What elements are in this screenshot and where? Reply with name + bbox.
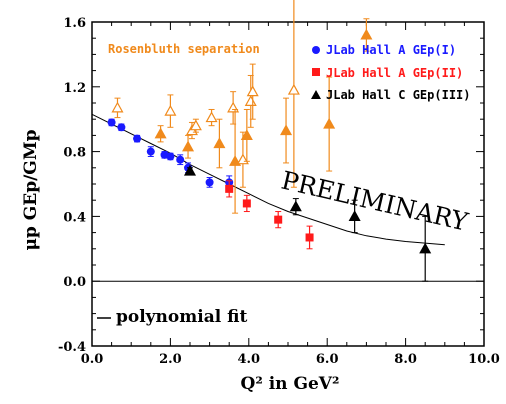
data-point-circle — [166, 152, 175, 161]
data-point-triangle — [154, 127, 167, 139]
x-tick-label: 8.0 — [394, 352, 417, 367]
x-tick-label: 2.0 — [159, 352, 182, 367]
y-tick-label: 0.8 — [63, 146, 86, 161]
legend-marker-hall-a-gep2 — [312, 68, 320, 76]
legend-label-hall-c-gep3: JLab Hall C GEp(III) — [326, 88, 471, 102]
data-point-triangle — [213, 137, 226, 149]
data-point-triangle — [227, 101, 240, 113]
x-tick-label: 6.0 — [316, 352, 339, 367]
data-point-triangle — [323, 117, 336, 129]
data-point-triangle — [205, 111, 218, 123]
data-point-circle — [205, 178, 214, 187]
data-point-triangle — [280, 124, 293, 136]
data-point-triangle — [348, 210, 361, 221]
polynomial-fit-curve — [91, 113, 445, 246]
legend-label-fit: polynomial fit — [116, 307, 247, 327]
y-tick-label: 0.4 — [63, 210, 86, 225]
data-point-triangle — [240, 129, 253, 140]
data-points-layer — [107, 0, 432, 282]
y-tick-label: 1.2 — [63, 81, 86, 96]
data-point-circle — [107, 118, 116, 127]
x-tick-label: 0.0 — [81, 352, 104, 367]
legend-label-hall-a-gep2: JLab Hall A GEp(II) — [326, 66, 463, 80]
data-point-square — [242, 199, 251, 208]
y-axis-label: μp GEp/GMp — [21, 129, 41, 250]
data-point-triangle — [246, 85, 259, 97]
data-point-triangle — [360, 28, 373, 40]
x-tick-label: 4.0 — [237, 352, 260, 367]
legend-label-rosenbluth: Rosenbluth separation — [108, 42, 260, 56]
y-tick-label: -0.4 — [58, 340, 86, 355]
data-point-triangle — [244, 95, 257, 106]
legend-label-hall-a-gep1: JLab Hall A GEp(I) — [326, 43, 456, 57]
y-tick-label: 1.6 — [63, 16, 86, 31]
data-point-circle — [117, 123, 126, 132]
data-point-triangle — [111, 101, 124, 113]
data-point-square — [225, 184, 234, 193]
data-point-triangle — [287, 83, 300, 95]
data-point-triangle — [183, 164, 197, 176]
data-point-circle — [146, 147, 155, 156]
data-point-square — [305, 233, 314, 242]
data-point-triangle — [229, 155, 242, 166]
data-point-triangle — [182, 140, 195, 152]
x-tick-label: 10.0 — [468, 352, 500, 367]
data-point-circle — [133, 134, 142, 143]
legend-marker-hall-a-gep1 — [312, 46, 320, 54]
legend-marker-hall-c-gep3 — [311, 90, 321, 99]
data-point-circle — [176, 155, 185, 164]
data-point-triangle — [164, 104, 177, 116]
axis-ticks — [91, 21, 485, 347]
data-point-triangle — [289, 200, 302, 212]
fit-curve-layer — [91, 113, 445, 246]
data-point-triangle — [419, 242, 432, 254]
data-point-triangle — [189, 119, 202, 131]
y-tick-label: 0.0 — [63, 275, 86, 290]
data-point-square — [274, 215, 283, 224]
x-axis-label: Q² in GeV² — [241, 374, 340, 394]
axis-tick-labels: 0.0 2.0 4.0 6.0 8.0 10.0-0.40.00.40.81.21.6 — [58, 16, 500, 367]
